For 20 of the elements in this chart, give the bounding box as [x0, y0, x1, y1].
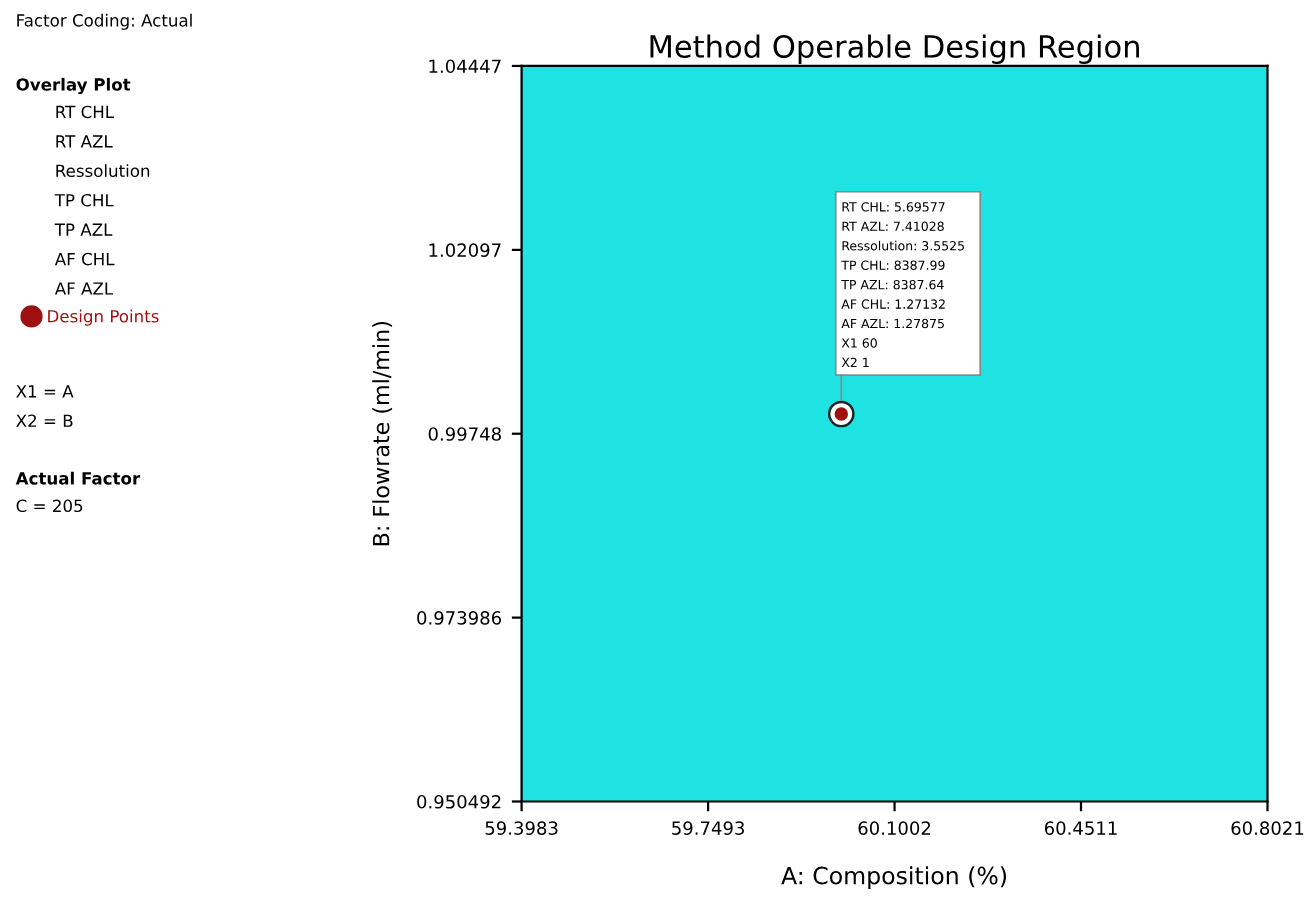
x-tick-label: 60.4511 [1044, 821, 1117, 835]
text: RT CHL RT AZL Ressolution TP CHL TP AZL AF CHL AF AZL [54, 105, 150, 295]
y-tick-label: 0.973986 [417, 611, 502, 625]
text: Overlay Plot [16, 77, 131, 95]
legend-label: Design Points [48, 309, 159, 326]
text: C = 205 [16, 499, 83, 513]
text: Factor Coding: Actual [17, 13, 192, 30]
x-axis-title: A: Composition (%) [781, 866, 1007, 890]
y-tick-label: 0.950492 [417, 794, 501, 809]
y-tick-label: 0.99748 [428, 427, 501, 441]
x-tick-label: 59.7493 [672, 821, 744, 835]
chart-title: Method Operable Design Region [650, 34, 1139, 64]
x-tick-label: 60.8021 [1231, 821, 1304, 835]
text: X1 = A X2 = B [16, 385, 74, 427]
y-tick-label: 1.02097 [429, 243, 501, 257]
x-tick-label: 59.3983 [485, 821, 558, 835]
y-tick-label: 1.04447 [429, 59, 501, 74]
y-axis-title: B: Flowrate (ml/min) [372, 321, 393, 546]
x-tick-label: 60.1002 [858, 821, 931, 835]
text: Actual Factor [15, 471, 141, 485]
